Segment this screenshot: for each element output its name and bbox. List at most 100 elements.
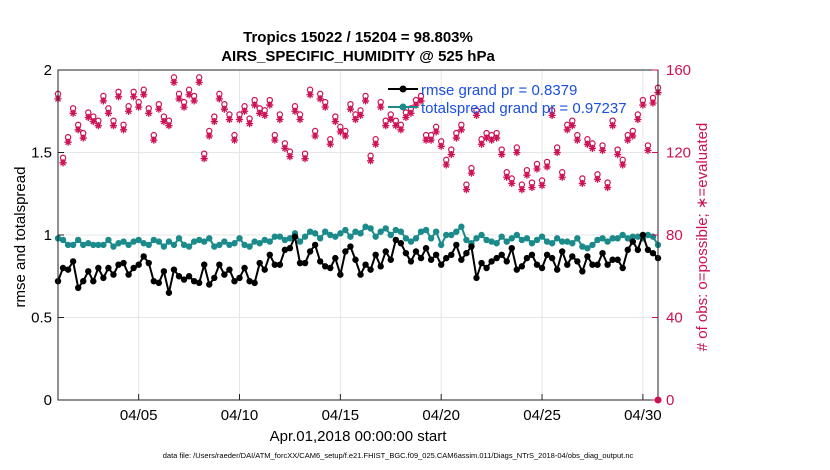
obs-evaluated-marker <box>326 140 334 148</box>
obs-evaluated-marker <box>573 136 581 144</box>
rmse-point <box>382 248 389 255</box>
rmse-point <box>443 254 450 262</box>
totalspread-point <box>332 233 339 240</box>
obs-evaluated-marker <box>89 117 97 126</box>
totalspread-point <box>125 241 132 249</box>
rmse-point <box>206 281 213 288</box>
obs-evaluated-marker <box>639 101 647 109</box>
obs-evaluated-marker <box>266 101 274 109</box>
obs-evaluated-marker <box>402 113 410 122</box>
obs-evaluated-marker <box>457 126 465 134</box>
totalspread-point <box>206 235 213 242</box>
y-axis-label: rmse and totalspread <box>12 167 29 308</box>
obs-evaluated-marker <box>64 138 72 146</box>
rmse-point <box>342 248 349 255</box>
totalspread-point <box>90 241 97 249</box>
totalspread-point <box>185 243 193 250</box>
obs-evaluated-marker <box>240 107 249 115</box>
obs-evaluated-marker <box>195 78 203 86</box>
rmse-point <box>95 264 102 272</box>
totalspread-point <box>377 228 384 235</box>
totalspread-point <box>543 238 551 245</box>
totalspread-point <box>649 233 657 240</box>
y-tick-label: 2 <box>44 62 52 79</box>
y-right-tick-label: 160 <box>666 62 691 79</box>
obs-evaluated-marker <box>593 175 602 183</box>
axis-layer: 0 0.5 1 1.5 2 0 40 80 120 160 04/05 04/10 04/15 04/20… <box>31 62 691 424</box>
series-layer <box>54 74 662 296</box>
y-tick-label: 1 <box>44 227 52 244</box>
totalspread-point <box>306 228 314 235</box>
totalspread-point <box>584 245 591 252</box>
legend-rmse-label: rmse grand pr = 0.8379 <box>421 82 577 99</box>
totalspread-point <box>579 243 586 250</box>
totalspread-point <box>64 241 72 249</box>
totalspread-point <box>614 235 621 242</box>
x-tick-label: 04/30 <box>624 407 662 424</box>
obs-evaluated-marker <box>644 146 652 155</box>
x-tick-label: 04/10 <box>221 407 259 424</box>
totalspread-point <box>493 240 500 247</box>
obs-evaluated-marker <box>160 117 168 126</box>
rmse-point <box>432 251 440 258</box>
totalspread-point <box>221 238 228 245</box>
obs-evaluated-marker <box>271 136 279 144</box>
rmse-point <box>569 253 576 260</box>
totalspread-point <box>523 235 531 242</box>
totalspread-point <box>508 235 515 242</box>
rmse-point <box>64 266 72 273</box>
rmse-point <box>448 251 455 258</box>
rmse-point <box>639 231 647 239</box>
obs-evaluated-marker <box>588 144 597 152</box>
obs-evaluated-marker <box>513 148 521 157</box>
totalspread-point <box>559 238 566 245</box>
rmse-point <box>316 258 324 265</box>
totalspread-point <box>226 241 233 249</box>
obs-evaluated-marker <box>165 122 173 130</box>
totalspread-point <box>246 243 253 250</box>
totalspread-point <box>251 238 258 245</box>
rmse-point <box>594 261 601 268</box>
totalspread-point <box>281 236 289 244</box>
obs-evaluated-marker <box>84 113 92 122</box>
y-tick-label: 1.5 <box>31 145 52 162</box>
totalspread-point <box>140 240 147 247</box>
rmse-point <box>498 251 505 258</box>
obs-evaluated-marker <box>609 122 617 130</box>
obs-evaluated-marker <box>130 93 138 101</box>
obs-evaluated-marker <box>104 109 113 117</box>
obs-evaluated-marker <box>477 140 486 148</box>
rmse-point <box>493 254 500 262</box>
rmse-point <box>69 258 77 265</box>
rmse-point <box>604 261 611 268</box>
obs-evaluated-marker <box>79 134 87 142</box>
totalspread-point <box>296 238 304 245</box>
rmse-point <box>150 278 157 285</box>
obs-evaluated-marker <box>296 115 304 124</box>
rmse-point <box>80 278 87 285</box>
totalspread-point <box>337 230 344 237</box>
rmse-point <box>296 259 304 267</box>
rmse-point <box>367 266 374 273</box>
rmse-point <box>478 259 485 267</box>
obs-evaluated-marker <box>528 183 536 192</box>
totalspread-point <box>518 236 526 244</box>
rmse-point <box>579 268 586 275</box>
rmse-point <box>221 271 228 278</box>
rmse-point <box>553 266 561 273</box>
rmse-point <box>165 289 173 296</box>
totalspread-point <box>437 241 445 249</box>
rmse-point <box>256 259 263 267</box>
y-right-tick-label: 0 <box>666 392 674 409</box>
totalspread-point <box>443 231 450 239</box>
totalspread-point <box>266 238 273 245</box>
rmse-point <box>59 264 67 272</box>
obs-evaluated-marker <box>180 103 188 111</box>
obs-evaluated-marker <box>523 171 531 179</box>
obs-evaluated-marker <box>624 136 632 144</box>
y-right-tick-label: 80 <box>666 227 683 244</box>
obs-evaluated-marker <box>412 101 420 109</box>
totalspread-point <box>458 223 465 230</box>
obs-evaluated-marker <box>251 101 259 109</box>
totalspread-point <box>256 240 263 247</box>
